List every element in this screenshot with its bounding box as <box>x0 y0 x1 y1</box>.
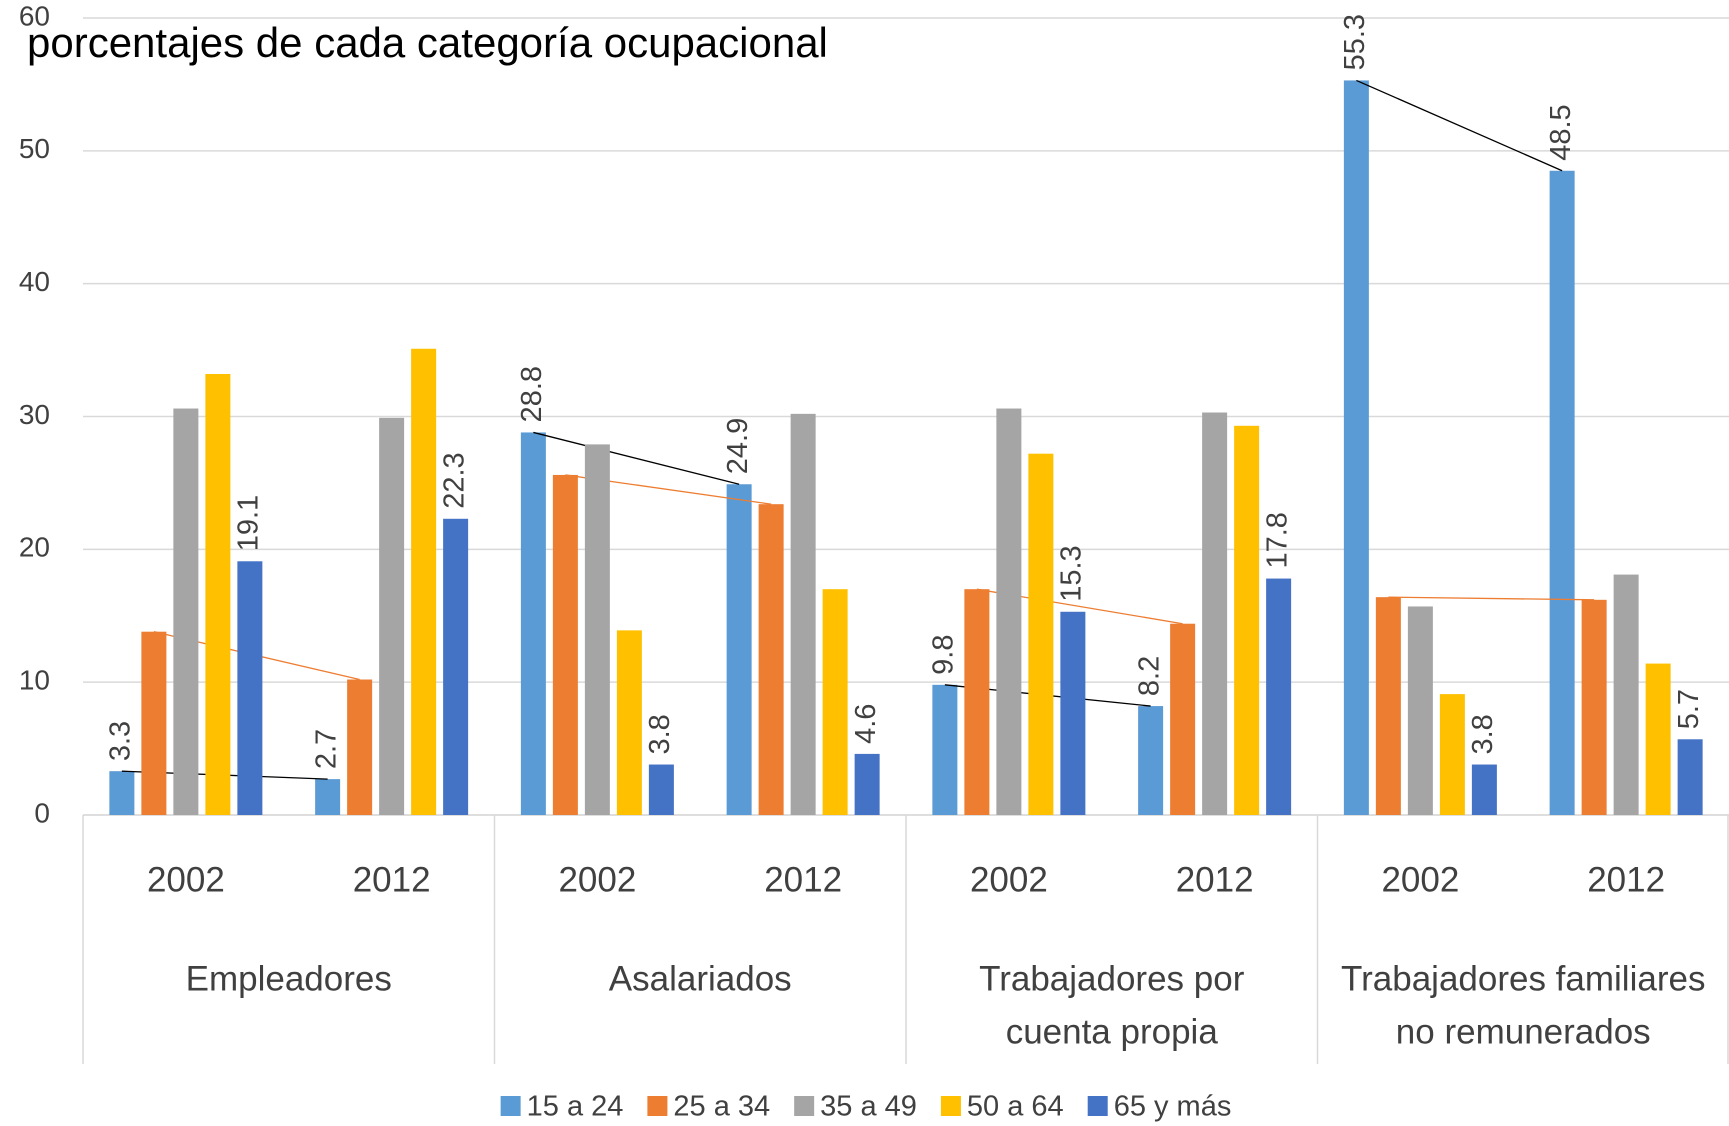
bar <box>616 630 642 815</box>
bar <box>552 474 578 815</box>
data-label: 22.3 <box>438 452 470 508</box>
category-label: Trabajadores por <box>979 959 1245 998</box>
y-tick-label: 0 <box>34 797 50 828</box>
data-label: 28.8 <box>516 366 548 422</box>
bar <box>1170 623 1196 815</box>
data-label: 15.3 <box>1056 545 1088 601</box>
bar <box>790 413 816 815</box>
bar <box>1138 706 1164 815</box>
bar <box>996 408 1022 815</box>
bar <box>932 684 958 815</box>
bar <box>854 753 880 815</box>
y-tick-label: 20 <box>19 532 50 563</box>
category-label: cuenta propia <box>1006 1012 1219 1051</box>
bar <box>173 408 199 815</box>
bar <box>1407 606 1433 815</box>
bar <box>1581 599 1607 815</box>
legend-label: 15 a 24 <box>527 1091 624 1123</box>
legend-label: 35 a 49 <box>820 1091 917 1123</box>
category-label: no remunerados <box>1396 1012 1651 1051</box>
legend-label: 65 y más <box>1114 1091 1232 1123</box>
data-label: 2.7 <box>310 729 342 769</box>
data-label: 3.8 <box>1467 714 1499 754</box>
data-label: 4.6 <box>850 704 882 744</box>
y-tick-label: 50 <box>19 133 50 164</box>
bar <box>347 679 373 815</box>
category-label: Empleadores <box>186 959 392 998</box>
x-tick-label: 2012 <box>764 860 842 899</box>
bar <box>1677 739 1703 815</box>
y-tick-label: 10 <box>19 665 50 696</box>
bar <box>1613 574 1639 815</box>
bar <box>584 444 610 815</box>
x-tick-label: 2012 <box>1176 860 1254 899</box>
category-label: Asalariados <box>609 959 792 998</box>
x-tick-label: 2002 <box>147 860 225 899</box>
data-label: 17.8 <box>1261 512 1293 568</box>
bar <box>109 771 135 815</box>
bar <box>1234 425 1260 815</box>
bar <box>141 631 167 815</box>
category-label: Trabajadores familiares <box>1341 959 1705 998</box>
legend-swatch <box>940 1096 961 1116</box>
x-tick-label: 2012 <box>353 860 431 899</box>
bar <box>520 432 546 815</box>
bar <box>648 764 674 815</box>
bar <box>1471 764 1497 815</box>
chart-title: porcentajes de cada categoría ocupaciona… <box>27 19 828 66</box>
bar <box>1645 663 1671 815</box>
connector-line <box>533 431 740 485</box>
legend-swatch <box>500 1096 521 1116</box>
bar <box>726 484 752 815</box>
bar <box>822 589 848 815</box>
bar <box>964 589 990 815</box>
bar <box>758 504 784 815</box>
data-label: 55.3 <box>1339 14 1371 70</box>
bar <box>1549 170 1575 816</box>
y-tick-label: 40 <box>19 266 50 297</box>
bar <box>1375 597 1401 815</box>
data-label: 24.9 <box>722 418 754 474</box>
connector-line <box>1356 79 1563 172</box>
legend-label: 50 a 64 <box>967 1091 1064 1123</box>
y-tick-label: 60 <box>19 0 50 31</box>
bar <box>1343 80 1369 816</box>
bar <box>443 518 469 815</box>
bar <box>1028 453 1054 815</box>
x-tick-label: 2002 <box>1381 860 1459 899</box>
data-label: 19.1 <box>233 495 265 551</box>
data-label: 8.2 <box>1133 656 1165 696</box>
x-tick-label: 2002 <box>558 860 636 899</box>
bar <box>205 373 231 815</box>
x-tick-label: 2002 <box>970 860 1048 899</box>
bar <box>1060 611 1086 815</box>
bar <box>411 348 437 815</box>
bar <box>237 561 263 815</box>
data-label: 3.8 <box>644 714 676 754</box>
bar <box>379 417 405 815</box>
data-label: 9.8 <box>928 634 960 674</box>
legend-swatch <box>647 1096 668 1116</box>
bar <box>1266 578 1292 815</box>
data-label: 3.3 <box>105 721 137 761</box>
connector-line <box>1388 596 1595 601</box>
data-label: 5.7 <box>1673 689 1705 729</box>
legend-swatch <box>1087 1096 1108 1116</box>
legend-swatch <box>794 1096 815 1116</box>
legend-label: 25 a 34 <box>673 1091 770 1123</box>
bar <box>1202 412 1228 815</box>
x-tick-label: 2012 <box>1587 860 1665 899</box>
y-tick-label: 30 <box>19 399 50 430</box>
bar <box>315 779 341 815</box>
data-label: 48.5 <box>1545 104 1577 160</box>
bar <box>1439 694 1465 815</box>
